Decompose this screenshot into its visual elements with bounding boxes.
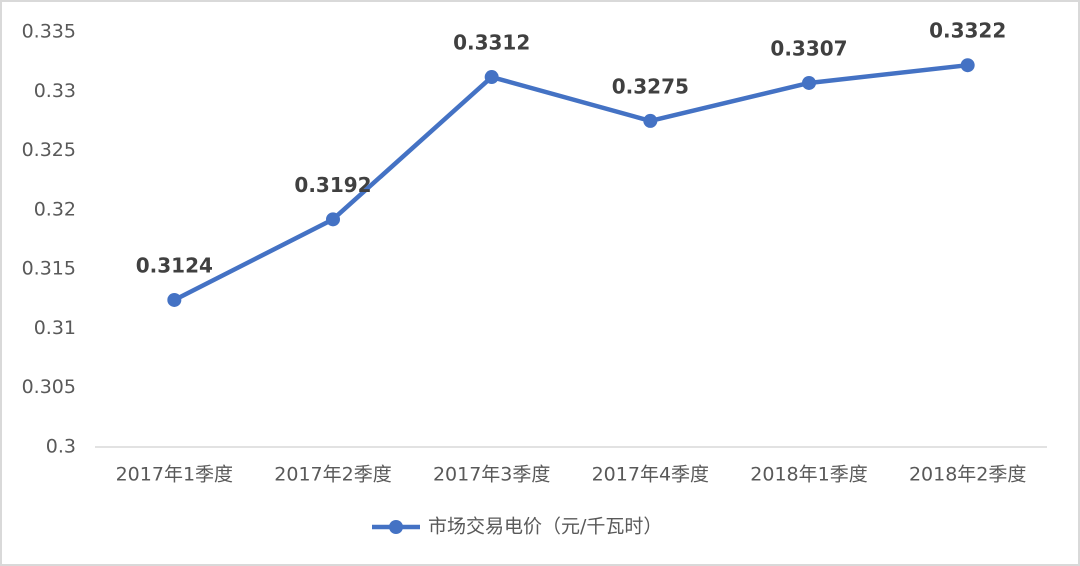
x-tick-label: 2017年4季度 bbox=[592, 464, 709, 486]
y-tick-label: 0.315 bbox=[22, 258, 76, 280]
x-tick-label: 2018年2季度 bbox=[909, 464, 1026, 486]
y-tick-label: 0.33 bbox=[34, 80, 76, 102]
x-tick-label: 2018年1季度 bbox=[750, 464, 867, 486]
point bbox=[326, 212, 340, 227]
y-tick-label: 0.3 bbox=[46, 436, 76, 458]
point bbox=[167, 292, 182, 307]
data-label: 0.3275 bbox=[612, 74, 689, 98]
point bbox=[960, 58, 975, 73]
y-tick-label: 0.335 bbox=[22, 21, 76, 43]
data-label: 0.3312 bbox=[453, 31, 530, 55]
data-label: 0.3307 bbox=[770, 36, 847, 60]
x-tick-label: 2017年1季度 bbox=[116, 464, 233, 486]
y-tick-label: 0.325 bbox=[22, 139, 76, 161]
x-tick-label: 2017年2季度 bbox=[274, 464, 391, 486]
line bbox=[173, 62, 968, 302]
y-tick-label: 0.32 bbox=[34, 198, 76, 220]
data-label: 0.3192 bbox=[294, 173, 371, 197]
point bbox=[484, 70, 499, 85]
legend-label: 市场交易电价（元/千瓦时） bbox=[428, 516, 662, 538]
point bbox=[802, 75, 816, 90]
data-label: 0.3322 bbox=[929, 19, 1006, 43]
point bbox=[643, 113, 658, 128]
x-tick-label: 2017年3季度 bbox=[433, 464, 550, 486]
data-label: 0.3124 bbox=[136, 253, 213, 277]
legend-marker bbox=[389, 520, 403, 534]
y-tick-label: 0.31 bbox=[34, 317, 76, 339]
y-tick-label: 0.305 bbox=[22, 376, 76, 398]
